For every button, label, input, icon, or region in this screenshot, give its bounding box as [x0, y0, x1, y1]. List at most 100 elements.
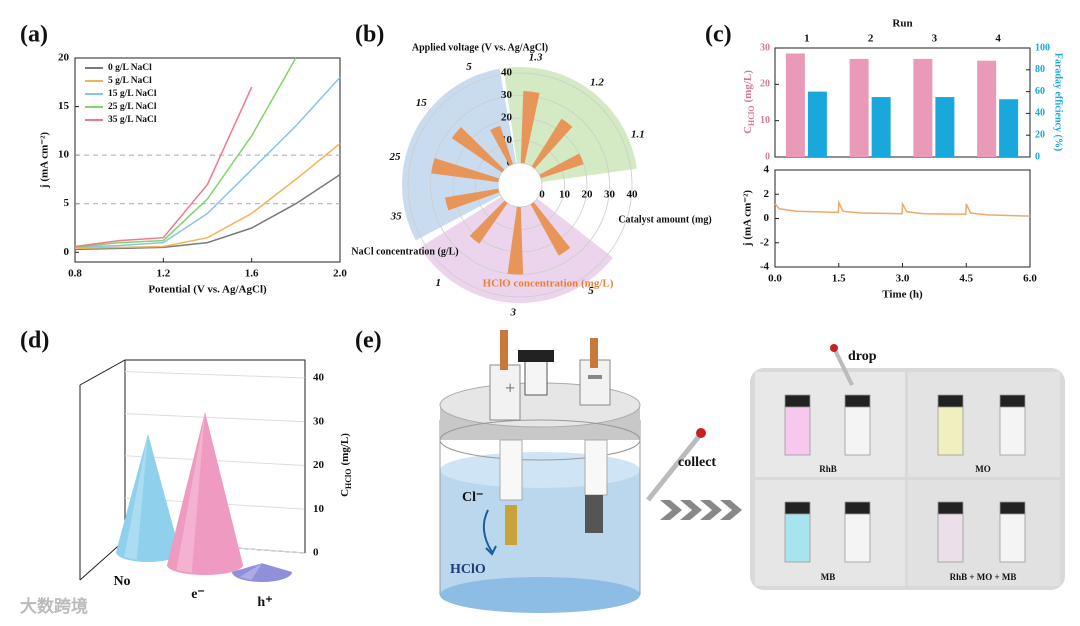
- group-title: Catalyst amount (mg): [618, 214, 711, 225]
- cone-highlight: [124, 433, 148, 560]
- grid-line: [124, 371, 306, 379]
- y2-axis-title: Faraday efficiency (%): [1053, 53, 1064, 151]
- axis-title-part: (mg/L): [742, 70, 754, 103]
- x-tick-label: e⁻: [191, 587, 205, 602]
- bar: [531, 118, 573, 169]
- y-tick-label: 20: [58, 52, 70, 64]
- y-axis-title: j (mA cm⁻²): [39, 132, 51, 189]
- series-line: [74, 142, 341, 250]
- y-tick-label: 30: [760, 42, 770, 53]
- bar: [539, 153, 584, 179]
- series-line: [74, 173, 341, 251]
- panel-label: (a): [20, 22, 48, 48]
- series-line: [74, 76, 341, 249]
- electrolysis-cell: +: [439, 330, 742, 613]
- sample-label: MO: [975, 464, 991, 474]
- y-tick-label: 2: [764, 188, 770, 200]
- y2-tick-label: 0: [1035, 151, 1040, 162]
- y2-tick-label: 40: [1035, 108, 1045, 119]
- r-tick-label: 30: [604, 189, 616, 201]
- x-tick-label: 2: [868, 33, 874, 45]
- r-tick-label: 10: [501, 134, 513, 146]
- panel-label: (b): [355, 22, 384, 48]
- legend-label: 15 g/L NaCl: [108, 89, 157, 99]
- x-tick-label: 0.0: [768, 273, 782, 285]
- bar: [849, 58, 869, 157]
- axis-title-part: C: [742, 126, 754, 134]
- bar: [935, 97, 955, 157]
- bar: [507, 206, 524, 275]
- x-tick-label: 3: [932, 33, 938, 45]
- x-tick-label: 4: [995, 33, 1001, 45]
- plot-frame: [774, 47, 1031, 158]
- grid-circle: [407, 72, 633, 298]
- cone-highlight: [239, 563, 262, 580]
- category-label: 5: [588, 285, 594, 297]
- plot-frame: [774, 169, 1031, 268]
- axis-title-part: HClO: [747, 105, 756, 125]
- bar: [530, 202, 571, 256]
- r-tick-label: 20: [501, 112, 513, 124]
- panel-label: (c): [705, 22, 732, 48]
- group-title: NaCl concentration (g/L): [351, 246, 458, 257]
- series-line: [74, 57, 297, 249]
- r-tick-label: 30: [501, 89, 513, 101]
- cone-highlight: [176, 411, 205, 573]
- watermark: 大数跨境: [20, 596, 88, 617]
- sample-photos: [750, 344, 1065, 590]
- y-tick-label: 0: [64, 246, 70, 258]
- bar: [520, 91, 540, 164]
- x-tick-label: 1.5: [832, 273, 846, 285]
- y2-tick-label: 100: [1035, 42, 1050, 53]
- y-tick-label: 5: [64, 197, 70, 209]
- drop-label: drop: [848, 349, 877, 364]
- grid-circle: [430, 95, 610, 275]
- axis-title: CHClO (mg/L): [742, 70, 757, 134]
- legend-label: 0 g/L NaCl: [108, 63, 152, 73]
- series-line: [774, 199, 1031, 217]
- r-tick-label: 40: [627, 189, 639, 201]
- bar: [431, 158, 500, 183]
- x-tick-label: 4.5: [959, 273, 973, 285]
- bar: [871, 97, 891, 157]
- y-tick-label: 20: [313, 459, 325, 471]
- panel-label: (e): [355, 328, 382, 354]
- axis-title-part: C: [339, 489, 351, 497]
- bar: [445, 188, 500, 211]
- axis-title-part: HClO: [344, 468, 353, 488]
- bar: [913, 58, 933, 157]
- y-tick-label: -4: [760, 261, 770, 273]
- bar: [490, 125, 514, 166]
- plot-frame: [74, 57, 341, 263]
- r-tick-label: 20: [582, 189, 594, 201]
- bar: [999, 99, 1019, 157]
- y-tick-label: 40: [313, 372, 325, 384]
- x-tick-label: 1: [804, 33, 810, 45]
- sector: [402, 68, 517, 241]
- y-tick-label: -2: [760, 236, 770, 248]
- x-tick-label: h⁺: [257, 595, 272, 610]
- cone: [167, 411, 243, 575]
- bar: [785, 53, 805, 158]
- r-tick-label: 10: [559, 189, 571, 201]
- y2-tick-label: 20: [1035, 129, 1045, 140]
- y2-tick-label: 80: [1035, 64, 1045, 75]
- radial-axis-title: HClO concentration (mg/L): [483, 278, 614, 290]
- category-label: 1.1: [631, 129, 645, 141]
- plus-sign: +: [505, 378, 515, 398]
- x-tick-label: 0.8: [68, 268, 82, 280]
- category-label: 15: [416, 97, 428, 109]
- category-label: 35: [390, 211, 403, 223]
- category-label: 5: [466, 61, 472, 73]
- product-label: HClO: [450, 562, 486, 577]
- cone: [232, 563, 292, 582]
- y-tick-label: 10: [760, 115, 770, 126]
- y-tick-label: 30: [313, 415, 325, 427]
- category-label: 25: [389, 151, 402, 163]
- x-tick-label: No: [113, 574, 130, 589]
- legend-label: 35 g/L NaCl: [108, 115, 157, 125]
- sample-label: RhB + MO + MB: [950, 572, 1017, 582]
- y-tick-label: 0: [765, 151, 770, 162]
- x-tick-label: 1.6: [245, 268, 259, 280]
